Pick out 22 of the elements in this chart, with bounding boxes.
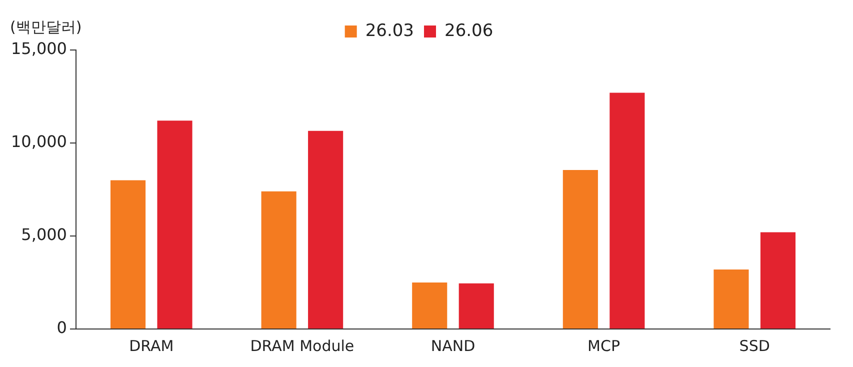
- y-tick-label: 10,000: [11, 132, 67, 152]
- bar: [458, 283, 494, 328]
- x-tick-label: DRAM: [129, 336, 174, 355]
- bar: [760, 232, 796, 328]
- bar: [110, 180, 146, 328]
- y-axis-title: (백만달러): [10, 18, 82, 36]
- bar: [157, 120, 192, 328]
- legend-label: 26.06: [444, 20, 494, 41]
- y-tick-label: 15,000: [11, 39, 67, 58]
- bar: [562, 170, 598, 328]
- x-tick-label: SSD: [739, 336, 770, 355]
- x-tick-label: NAND: [430, 336, 476, 355]
- bar: [412, 282, 448, 328]
- bar: [308, 130, 344, 328]
- x-tick-label: DRAM Module: [250, 336, 354, 355]
- y-tick-label: 0: [56, 318, 67, 338]
- bar: [610, 92, 645, 328]
- x-tick-label: MCP: [588, 336, 620, 355]
- bar: [714, 269, 749, 328]
- bar: [261, 191, 296, 328]
- legend-label: 26.03: [365, 20, 414, 41]
- y-tick-label: 5,000: [21, 225, 67, 244]
